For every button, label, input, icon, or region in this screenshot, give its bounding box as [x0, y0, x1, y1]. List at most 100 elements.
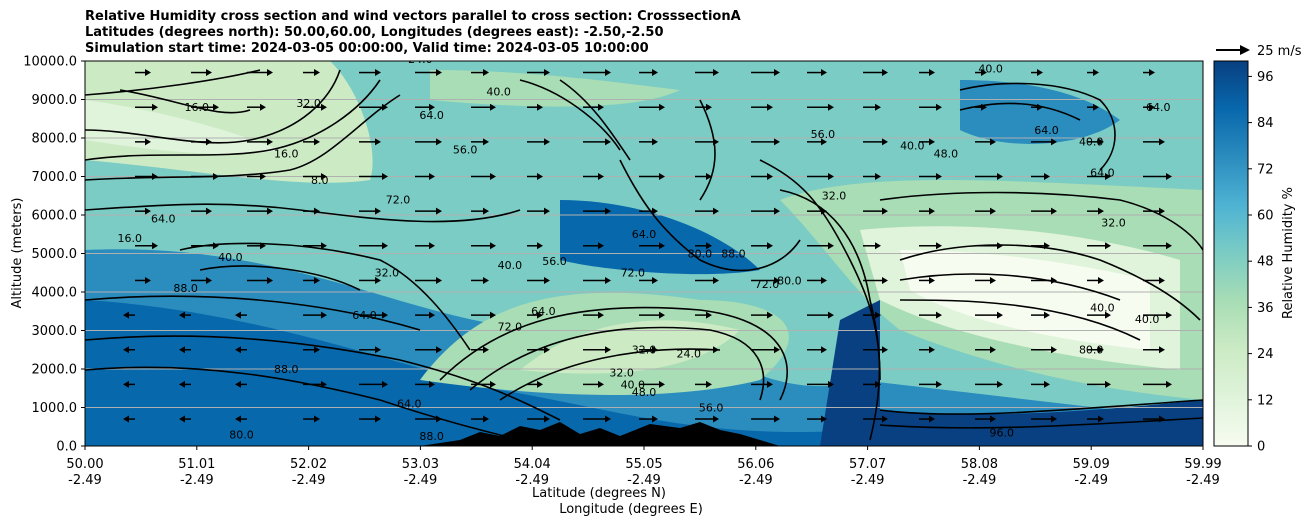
x-tick-label-lon: -2.49 [963, 473, 997, 488]
wind-arrow [807, 69, 827, 77]
x-axis: 50.00-2.4951.01-2.4952.02-2.4953.03-2.49… [66, 446, 1222, 488]
colorbar-tick-label: 48 [1257, 255, 1274, 270]
contour-label: 40.0 [498, 259, 523, 272]
contour-label: 96.0 [990, 426, 1015, 439]
wind-arrow [639, 276, 658, 284]
x-tick-label-lat: 53.03 [402, 457, 439, 472]
wind-arrow [863, 380, 881, 388]
wind-arrow [751, 242, 773, 250]
wind-arrow [807, 138, 827, 146]
wind-arrow [583, 276, 611, 284]
wind-arrow [975, 103, 987, 111]
wind-arrow [1143, 346, 1165, 354]
wind-arrow [863, 173, 881, 180]
wind-arrow [359, 346, 381, 354]
x-tick-label-lon: -2.49 [68, 473, 102, 488]
contour-label: 64.0 [531, 305, 556, 318]
wind-arrow [639, 103, 665, 111]
wind-arrow [919, 173, 942, 180]
wind-arrow [975, 346, 996, 354]
colorbar-tick-label: 72 [1257, 162, 1274, 177]
wind-arrow [471, 69, 489, 77]
colorbar-ticks: 0 12 24 36 48 60 72 84 96 [1248, 70, 1274, 455]
contour-label: 48.0 [934, 147, 959, 160]
wind-arrow [179, 311, 191, 319]
wind-arrow [1087, 242, 1111, 250]
colorbar: 0 12 24 36 48 60 72 84 96 Relative Humidity % [1213, 60, 1296, 455]
wind-arrow [863, 346, 888, 354]
x-tick-label-lat: 59.99 [1184, 457, 1221, 472]
wind-arrow [807, 346, 827, 354]
x-tick-label-lon: -2.49 [515, 473, 549, 488]
wind-arrow [359, 69, 381, 77]
wind-arrow [247, 173, 266, 180]
y-axis: 0.0 1000.0 2000.0 3000.0 4000.0 5000.0 6000.0 7… [23, 55, 85, 455]
x-tick-label-lat: 50.00 [66, 457, 103, 472]
wind-arrow [919, 415, 935, 423]
y-tick-label: 9000.0 [32, 93, 78, 108]
wind-arrow [527, 346, 550, 354]
wind-arrow [1031, 346, 1057, 354]
wind-arrow [639, 173, 665, 180]
wind-arrow [807, 415, 827, 423]
wind-arrow [247, 69, 273, 77]
wind-arrow [919, 242, 942, 250]
wind-arrow [1087, 138, 1104, 146]
wind-arrow [247, 207, 273, 215]
wind-arrow [751, 138, 780, 146]
wind-arrow [695, 242, 712, 250]
wind-arrow [415, 276, 442, 284]
wind-arrow [863, 415, 888, 423]
wind-arrow [1087, 415, 1104, 423]
x-axis-label-lon: Longitude (degrees E) [559, 502, 703, 517]
contour-label: 64.0 [1146, 101, 1171, 114]
y-tick-label: 10000.0 [23, 55, 77, 70]
wind-arrow [863, 207, 888, 215]
wind-arrow [751, 276, 780, 284]
wind-arrow [583, 415, 611, 423]
wind-arrow [751, 173, 773, 180]
wind-arrow [527, 276, 550, 284]
wind-arrow [1087, 103, 1099, 111]
contour-label: 40.0 [218, 251, 243, 264]
wind-arrow [751, 103, 773, 111]
contour-label: 72.0 [755, 278, 780, 291]
x-tick-label-lat: 54.04 [514, 457, 551, 472]
y-tick-label: 6000.0 [32, 209, 78, 224]
wind-arrow [1143, 311, 1172, 319]
wind-arrow [471, 173, 496, 180]
wind-arrow [975, 415, 996, 423]
colorbar-label: Relative Humidity % [1281, 187, 1296, 319]
wind-arrow [191, 173, 219, 180]
wind-arrow [1031, 173, 1050, 180]
colorbar-tick-label: 12 [1257, 393, 1274, 408]
contour-label: 40.0 [1079, 136, 1104, 149]
wind-arrow [639, 69, 658, 77]
wind-arrow [123, 311, 135, 319]
wind-arrow [863, 138, 888, 146]
y-tick-label: 8000.0 [32, 132, 78, 147]
wind-arrow [807, 103, 834, 111]
wind-arrow [303, 380, 327, 388]
contour-label: 32.0 [609, 367, 634, 380]
contour-label: 40.0 [1135, 313, 1160, 326]
wind-arrow [807, 311, 834, 319]
wind-arrow [179, 346, 191, 354]
x-tick-label-lon: -2.49 [627, 473, 661, 488]
colorbar-tick-label: 24 [1257, 347, 1274, 362]
contour-label: 56.0 [453, 143, 478, 156]
wind-arrow [471, 346, 489, 354]
wind-arrow [135, 207, 151, 215]
x-tick-label-lat: 55.05 [625, 457, 662, 472]
contour-label: 32.0 [632, 344, 657, 357]
contour-label: 32.0 [1101, 217, 1126, 230]
wind-arrow [1143, 207, 1165, 215]
contour-label: 88.0 [721, 247, 746, 260]
wind-arrow [583, 103, 604, 111]
wind-arrow [359, 311, 388, 319]
wind-arrow [695, 380, 712, 388]
contour-label: 88.0 [173, 282, 198, 295]
contour-label: 64.0 [352, 309, 377, 322]
wind-arrow [695, 346, 719, 354]
wind-arrow [247, 242, 266, 250]
